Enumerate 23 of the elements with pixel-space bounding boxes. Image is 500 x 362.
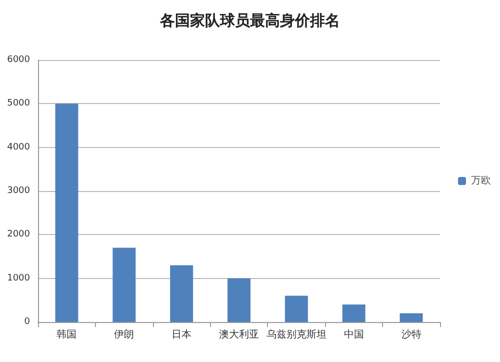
bar [400,313,423,322]
x-tick-label: 伊朗 [114,328,134,340]
x-tick-label: 沙特 [401,328,422,340]
bar [170,265,194,322]
x-tick-label: 中国 [344,328,364,340]
chart-title: 各国家队球员最高身价排名 [159,12,340,30]
x-tick-label: 澳大利亚 [219,328,259,340]
y-tick-label: 2000 [7,230,30,240]
y-tick-label: 5000 [7,98,30,109]
bar [228,278,250,322]
bar [284,296,308,322]
x-tick-label: 乌兹别克斯坦 [266,328,326,340]
y-tick-label: 4000 [7,142,30,152]
bar [55,104,78,322]
legend-label: 万欧 [471,176,491,186]
bar [342,304,366,322]
bar [112,248,136,322]
y-tick-label: 6000 [7,55,30,65]
x-tick-label: 韩国 [56,328,77,340]
y-tick-label: 3000 [7,186,30,196]
x-tick-label: 日本 [172,328,192,340]
y-tick-label: 0 [24,317,30,327]
y-tick-label: 1000 [7,273,30,284]
